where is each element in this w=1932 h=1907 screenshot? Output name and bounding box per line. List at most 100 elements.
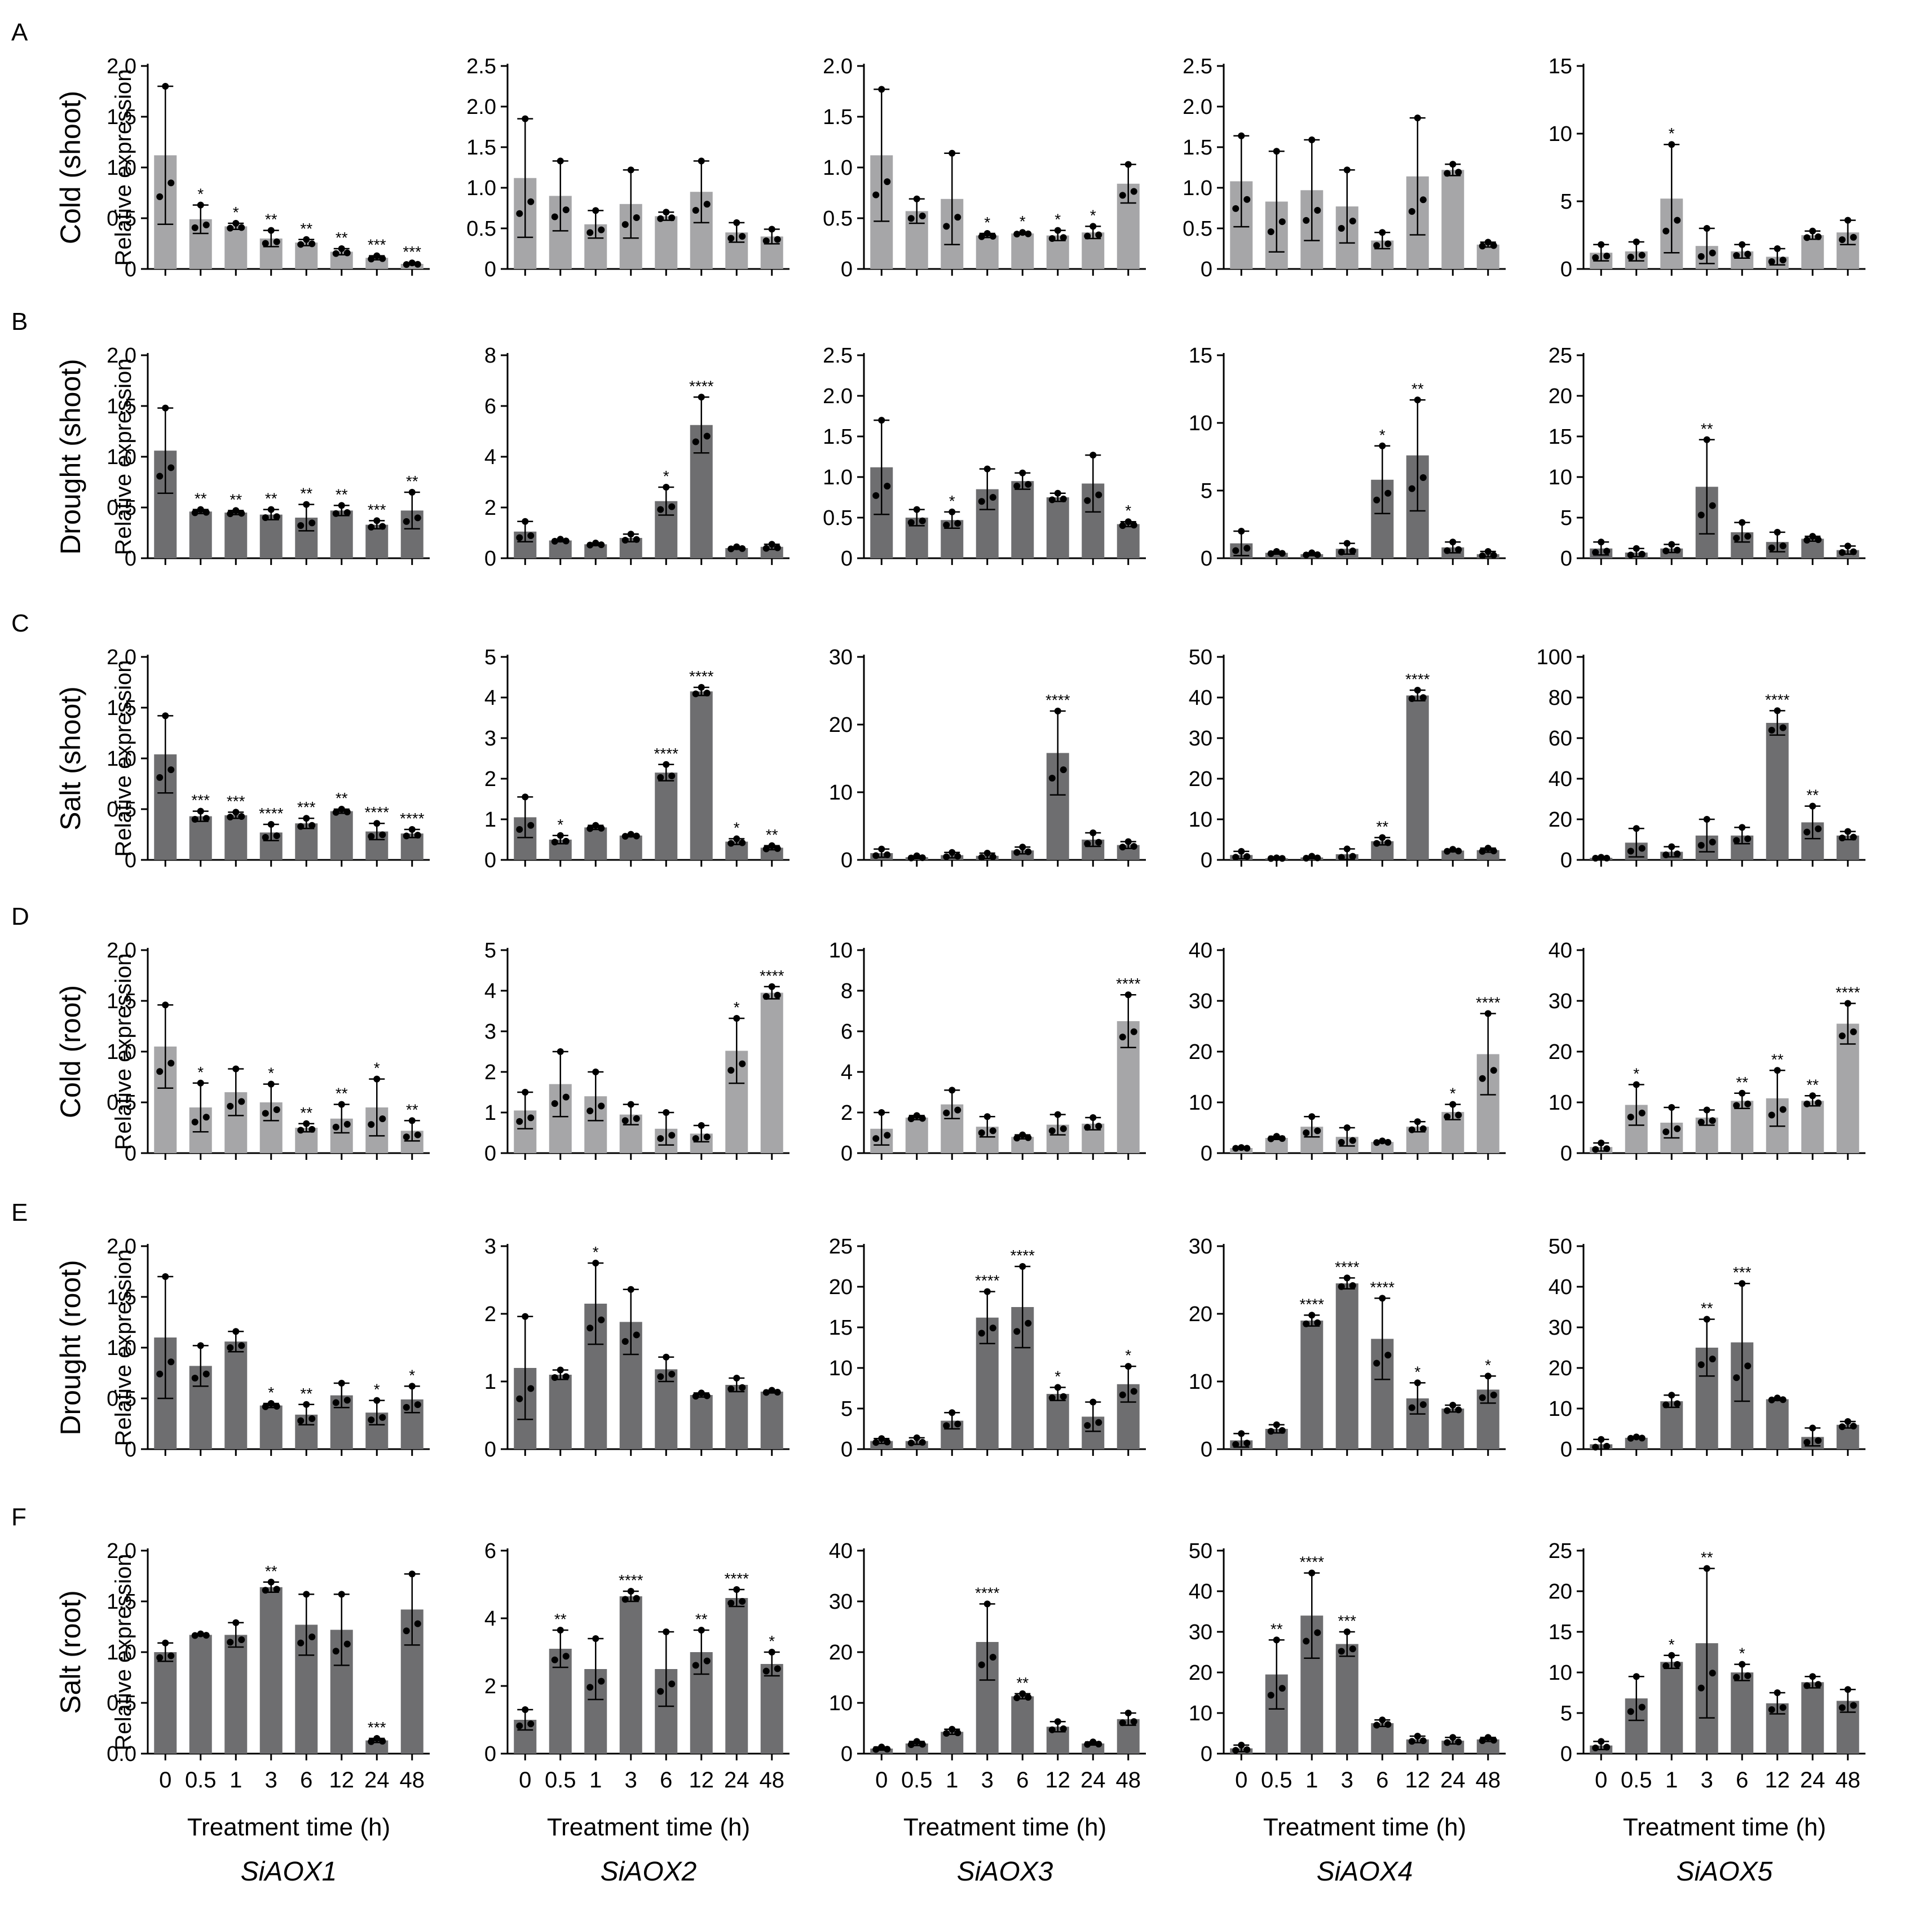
y-tick-label: 0 [125,849,136,872]
bar [1766,1399,1789,1449]
replicate-point [562,837,570,845]
replicate-point [1119,844,1126,851]
panel-letter: F [11,1503,27,1531]
replicate-point [1013,849,1021,856]
replicate-point [733,1586,740,1593]
replicate-point [1414,687,1421,694]
replicate-point [762,237,770,245]
replicate-point [1444,847,1451,855]
replicate-point [1484,845,1492,852]
y-tick-label: 0.5 [823,207,853,231]
replicate-point [516,826,523,833]
replicate-point [1603,1145,1611,1153]
y-tick-label: 30 [1189,1235,1212,1259]
replicate-point [1089,223,1097,230]
replicate-point [663,209,670,216]
x-tick-label: 0.5 [901,1768,933,1793]
y-tick-label: 2 [484,1061,496,1084]
replicate-point [516,210,523,217]
replicate-point [598,1316,605,1323]
replicate-point [1662,1662,1670,1670]
replicate-point [1419,1401,1427,1409]
replicate-point [1803,1100,1811,1107]
replicate-point [551,1656,558,1663]
replicate-point [1089,1398,1097,1406]
replicate-point [657,774,664,781]
replicate-point [1768,1706,1775,1713]
replicate-point [621,833,629,840]
significance-mark: ** [406,1101,418,1118]
significance-mark: * [734,819,740,837]
replicate-point [1019,844,1026,851]
replicate-point [1768,544,1775,551]
significance-mark: **** [619,1571,643,1589]
replicate-point [1232,854,1240,861]
y-tick-label: 0 [1201,1142,1212,1166]
y-tick-label: 20 [1189,767,1212,791]
bar [1011,233,1034,269]
replicate-point [633,1115,640,1122]
y-tick-label: 2.0 [107,1235,136,1259]
replicate-point [1774,1689,1781,1696]
replicate-point [1850,1423,1857,1430]
x-axis-title: Treatment time (h) [187,1813,390,1841]
y-tick-label: 1.5 [107,696,136,720]
replicate-point [1243,1746,1251,1753]
replicate-point [267,1400,275,1407]
replicate-point [739,839,746,846]
significance-mark: **** [400,810,425,827]
replicate-point [527,1114,535,1122]
replicate-point [1119,1391,1126,1398]
significance-mark: * [1020,213,1026,230]
replicate-point [878,1743,885,1751]
y-tick-label: 10 [1549,1661,1572,1685]
replicate-point [1809,227,1816,235]
replicate-point [516,1395,523,1402]
replicate-point [303,236,310,243]
replicate-point [303,501,310,508]
replicate-point [983,850,991,857]
replicate-point [1484,1372,1492,1380]
replicate-point [1232,1145,1240,1152]
x-tick-label: 24 [724,1768,749,1793]
replicate-point [1084,497,1091,504]
significance-mark: * [593,1243,599,1261]
replicate-point [1779,1396,1787,1403]
significance-mark: ** [1271,1620,1283,1637]
replicate-point [1844,1418,1851,1425]
replicate-point [1273,1636,1280,1644]
replicate-point [878,417,885,424]
replicate-point [1633,1433,1640,1441]
replicate-point [1349,218,1356,225]
replicate-point [1095,231,1102,239]
replicate-point [657,1373,664,1380]
replicate-point [1373,496,1380,504]
replicate-point [668,503,676,510]
x-tick-label: 6 [300,1768,312,1793]
significance-mark: * [1125,502,1131,519]
bar [1300,1321,1324,1449]
y-tick-label: 2 [484,767,496,791]
replicate-point [332,250,339,257]
y-tick-label: 60 [1549,727,1572,751]
replicate-point [379,1414,386,1421]
replicate-point [774,1388,781,1396]
replicate-point [1124,991,1132,999]
significance-mark: **** [1299,1295,1324,1313]
replicate-point [267,1080,275,1088]
significance-mark: ** [300,1385,312,1402]
replicate-point [1449,538,1457,546]
replicate-point [1703,1106,1710,1114]
replicate-point [1709,502,1716,509]
replicate-point [1603,1442,1611,1450]
replicate-point [1019,1690,1026,1697]
replicate-point [1408,1738,1415,1745]
replicate-point [562,1093,570,1101]
replicate-point [657,1688,664,1695]
y-tick-label: 2 [484,1675,496,1698]
replicate-point [978,233,985,240]
bar [1660,1662,1683,1754]
replicate-point [739,1598,746,1605]
